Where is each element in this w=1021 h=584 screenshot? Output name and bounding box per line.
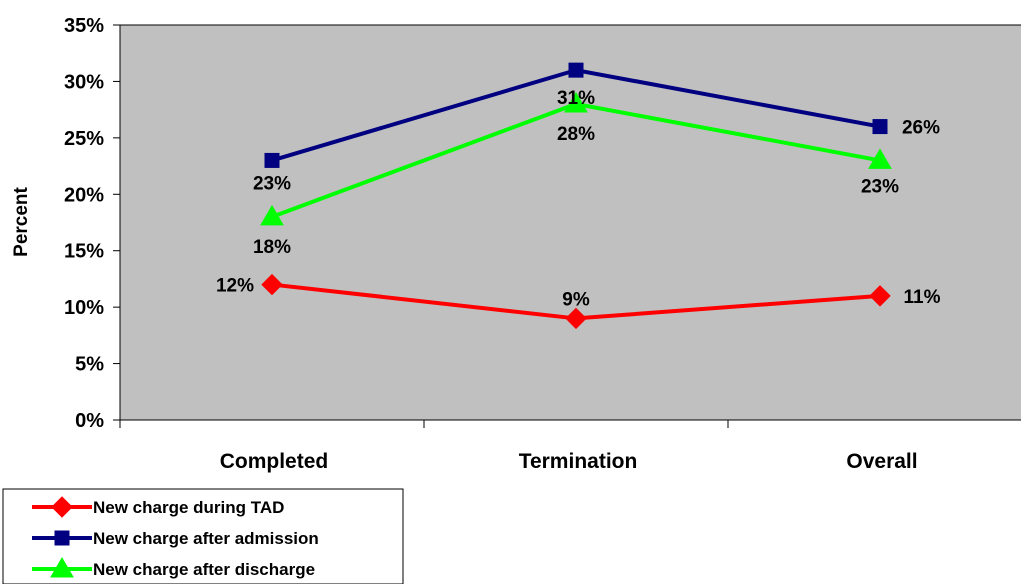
- series-2: [260, 92, 892, 226]
- data-label: 31%: [557, 88, 595, 109]
- legend-label: New charge after discharge: [93, 560, 315, 579]
- data-label: 9%: [562, 289, 590, 310]
- diamond-marker: [565, 307, 587, 330]
- x-category-label: Termination: [519, 450, 638, 473]
- x-category-label: Overall: [846, 450, 917, 473]
- diamond-marker: [261, 273, 283, 296]
- y-tick-label: 35%: [64, 15, 104, 37]
- series-0: [261, 273, 891, 330]
- y-tick-label: 25%: [64, 128, 104, 150]
- y-tick-label: 5%: [75, 354, 104, 376]
- square-marker: [264, 152, 280, 168]
- triangle-marker: [868, 148, 892, 169]
- y-tick-label: 0%: [75, 410, 104, 432]
- plot-area: [119, 24, 1021, 421]
- y-tick-label: 30%: [64, 71, 104, 93]
- square-marker: [568, 62, 584, 78]
- legend: New charge during TAD New charge after ad…: [2, 488, 404, 584]
- data-label: 23%: [253, 173, 291, 194]
- legend-label: New charge during TAD: [93, 498, 284, 517]
- data-label: 18%: [253, 237, 291, 258]
- square-marker: [54, 530, 70, 546]
- series-1: [264, 62, 888, 168]
- data-label: 23%: [861, 176, 899, 197]
- data-label: 26%: [902, 118, 940, 139]
- data-label: 12%: [216, 276, 254, 297]
- diamond-marker: [869, 285, 891, 307]
- y-axis-title: Percent: [11, 186, 32, 256]
- y-tick-label: 10%: [64, 297, 104, 319]
- data-label: 28%: [557, 124, 595, 145]
- y-tick-label: 20%: [64, 184, 104, 206]
- triangle-marker: [50, 557, 74, 578]
- diamond-marker: [51, 496, 73, 518]
- triangle-marker: [564, 92, 588, 113]
- triangle-marker: [260, 204, 284, 226]
- x-category-label: Completed: [220, 450, 329, 473]
- legend-label: New charge after admission: [93, 529, 319, 548]
- y-tick-label: 15%: [64, 241, 104, 263]
- square-marker: [872, 119, 888, 135]
- data-label: 11%: [904, 287, 941, 308]
